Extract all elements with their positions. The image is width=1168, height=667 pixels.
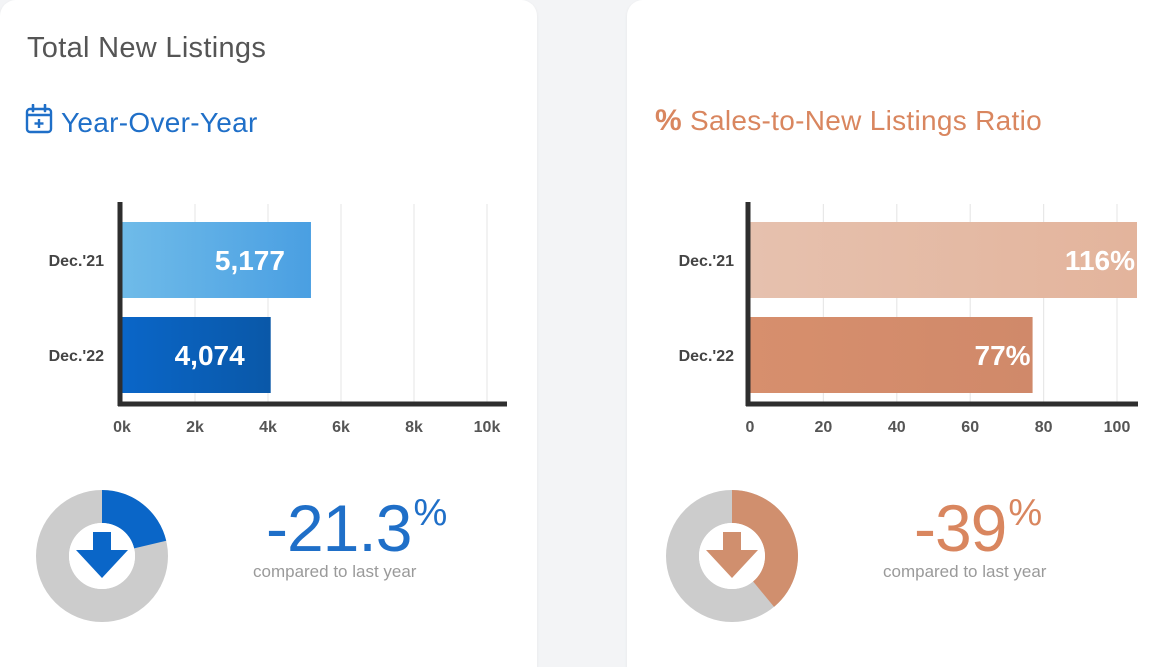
bar-value-label: 5,177 — [215, 245, 285, 276]
sales-ratio-bar-chart: 116% Dec.'21 77% Dec.'22 0 20 40 60 80 100 — [679, 202, 1138, 436]
category-label: Dec.'22 — [679, 348, 735, 365]
calendar-icon — [25, 103, 53, 141]
ratio-comparison-caption: compared to last year — [883, 562, 1047, 581]
down-arrow-icon — [76, 532, 128, 578]
x-tick-label: 40 — [888, 419, 906, 436]
sales-ratio-label: Sales-to-New Listings Ratio — [689, 105, 1043, 136]
bar-Dec.'21 — [122, 222, 311, 298]
donut-segment — [102, 490, 167, 549]
x-tick-label: 0k — [113, 419, 131, 436]
x-tick-label: 100 — [1104, 419, 1131, 436]
x-tick-label: 8k — [405, 419, 423, 436]
ratio-change-donut — [666, 490, 798, 622]
x-tick-label: 0 — [746, 419, 755, 436]
year-over-year-heading: Year-Over-Year — [25, 103, 258, 141]
bar-value-label: 116% — [1065, 245, 1135, 276]
bar-Dec.'22 — [750, 317, 1033, 393]
bar-Dec.'22 — [122, 317, 271, 393]
bar-Dec.'21 — [750, 222, 1137, 298]
bar-value-label: 77% — [975, 340, 1031, 371]
percent-icon: % — [655, 104, 682, 137]
x-tick-label: 20 — [815, 419, 833, 436]
down-arrow-icon — [706, 532, 758, 578]
bar-value-label: 4,074 — [175, 340, 245, 371]
ratio-change-value: -39 — [914, 491, 1007, 565]
yoy-change-value: -21.3 — [266, 491, 412, 565]
x-tick-label: 80 — [1035, 419, 1053, 436]
x-tick-label: 60 — [961, 419, 979, 436]
yoy-change-symbol: % — [413, 492, 448, 534]
yoy-change-percentage: -21.3% — [266, 490, 447, 566]
ratio-change-symbol: % — [1008, 492, 1043, 534]
card-title: Total New Listings — [27, 32, 267, 64]
yoy-change-donut — [36, 490, 168, 622]
category-label: Dec.'21 — [49, 253, 105, 270]
new-listings-bar-chart: 5,177 Dec.'21 4,074 Dec.'22 0k 2k 4k 6k 8k 10k — [49, 202, 507, 436]
yoy-comparison-caption: compared to last year — [253, 562, 417, 581]
x-tick-label: 6k — [332, 419, 350, 436]
donut-segment — [732, 490, 798, 607]
x-tick-label: 2k — [186, 419, 204, 436]
year-over-year-label: Year-Over-Year — [61, 106, 258, 138]
ratio-change-percentage: -39% — [914, 490, 1042, 566]
category-label: Dec.'22 — [49, 348, 105, 365]
x-tick-label: 4k — [259, 419, 277, 436]
x-tick-label: 10k — [474, 419, 501, 436]
sales-ratio-heading: % Sales-to-New Listings Ratio — [655, 104, 1042, 138]
category-label: Dec.'21 — [679, 253, 735, 270]
